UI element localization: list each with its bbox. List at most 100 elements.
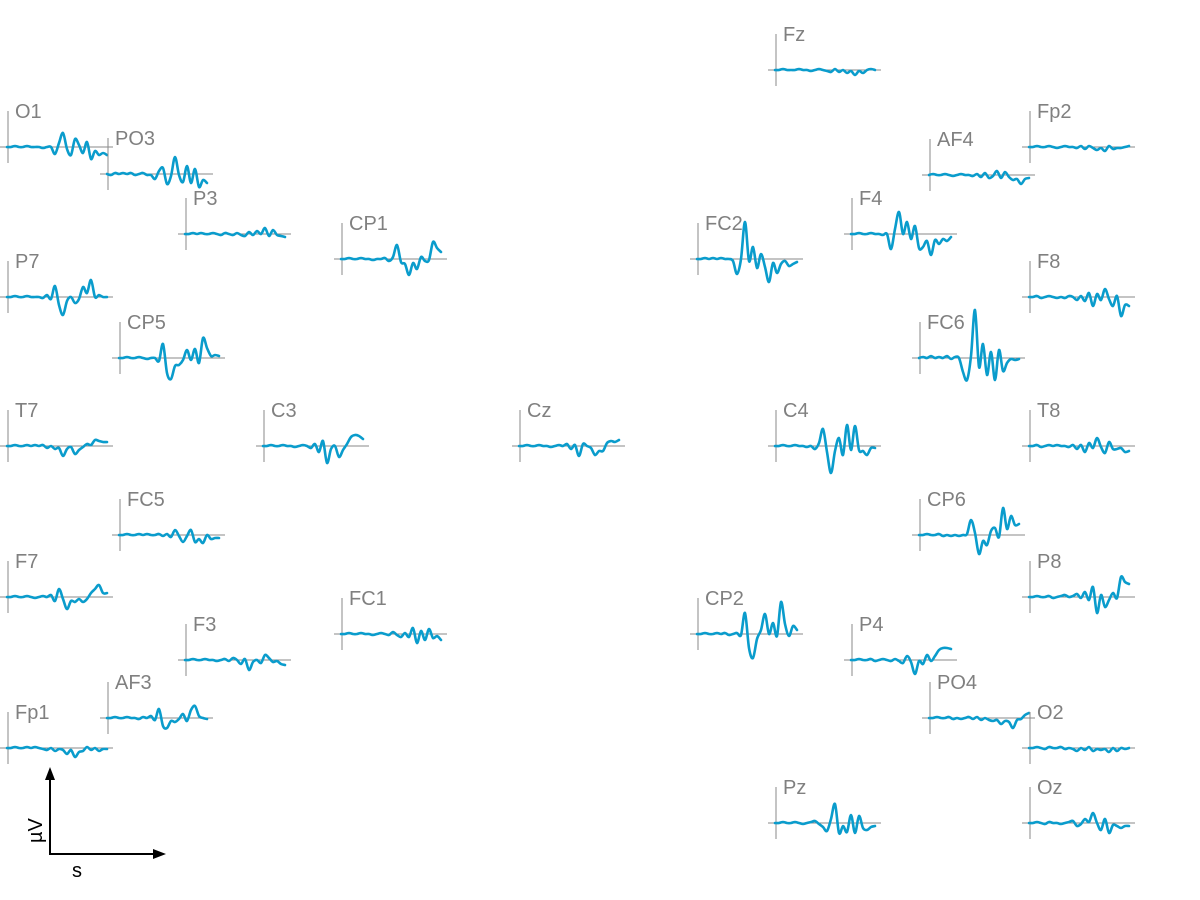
channel-af4: AF4 xyxy=(922,129,1035,191)
erp-waveform xyxy=(773,423,877,475)
channel-p8: P8 xyxy=(1022,551,1135,615)
erp-waveform xyxy=(183,653,287,672)
erp-waveform xyxy=(117,528,221,545)
erp-waveform xyxy=(773,802,877,836)
channel-label: P3 xyxy=(193,188,217,210)
channel-t7: T7 xyxy=(0,400,113,462)
erp-waveform xyxy=(1027,575,1131,615)
channel-label: FC1 xyxy=(349,588,387,610)
channel-label: Pz xyxy=(783,777,806,799)
erp-waveform xyxy=(517,438,621,458)
channel-label: CP5 xyxy=(127,312,166,334)
erp-waveform xyxy=(773,67,877,77)
erp-waveform xyxy=(1027,745,1131,754)
channel-label: T8 xyxy=(1037,400,1060,422)
channel-cp2: CP2 xyxy=(690,588,803,660)
channel-oz: Oz xyxy=(1022,777,1135,839)
channel-label: Fz xyxy=(783,24,805,46)
channel-po3: PO3 xyxy=(100,128,213,190)
channel-cz: Cz xyxy=(512,400,625,462)
channel-f8: F8 xyxy=(1022,251,1135,318)
erp-waveform xyxy=(117,336,221,381)
channel-label: F4 xyxy=(859,188,882,210)
channel-po4: PO4 xyxy=(922,672,1035,734)
channel-label: Cz xyxy=(527,400,551,422)
channel-fc1: FC1 xyxy=(334,588,447,650)
channel-fp2: Fp2 xyxy=(1022,101,1135,163)
channel-fp1: Fp1 xyxy=(0,702,113,764)
erp-waveform xyxy=(183,226,287,239)
erp-waveform xyxy=(339,626,443,645)
scale-y-arrow xyxy=(45,767,55,780)
erp-waveform xyxy=(5,745,109,759)
erp-waveform xyxy=(261,433,365,465)
scale-x-arrow xyxy=(153,849,166,859)
channel-label: CP2 xyxy=(705,588,744,610)
erp-waveform xyxy=(5,583,109,611)
channel-label: FC6 xyxy=(927,312,965,334)
channel-o2: O2 xyxy=(1022,702,1135,764)
channel-label: P8 xyxy=(1037,551,1061,573)
channel-fz: Fz xyxy=(768,24,881,86)
channel-label: Oz xyxy=(1037,777,1063,799)
erp-waveform xyxy=(1027,811,1131,835)
erp-waveform xyxy=(105,704,209,730)
erp-waveform xyxy=(5,131,109,161)
channel-cp5: CP5 xyxy=(112,312,225,381)
erp-waveform xyxy=(927,169,1031,186)
channel-label: AF4 xyxy=(937,129,974,151)
channel-label: FC5 xyxy=(127,489,165,511)
erp-waveform xyxy=(105,155,209,189)
erp-waveform xyxy=(5,438,109,458)
channel-label: O1 xyxy=(15,101,42,123)
scale-bar: s µV xyxy=(25,767,166,882)
channel-f3: F3 xyxy=(178,614,291,676)
channel-label: F3 xyxy=(193,614,216,636)
channel-c3: C3 xyxy=(256,400,369,465)
erp-waveform xyxy=(917,308,1021,382)
channel-o1: O1 xyxy=(0,101,113,163)
channel-fc6: FC6 xyxy=(912,308,1025,382)
channel-p7: P7 xyxy=(0,251,113,317)
channel-cp6: CP6 xyxy=(912,489,1025,556)
channel-label: P4 xyxy=(859,614,883,636)
channel-fc2: FC2 xyxy=(690,213,803,284)
channel-label: Fp1 xyxy=(15,702,49,724)
channel-label: O2 xyxy=(1037,702,1064,724)
channel-t8: T8 xyxy=(1022,400,1135,462)
erp-waveform xyxy=(849,646,953,676)
channel-label: P7 xyxy=(15,251,39,273)
erp-waveform xyxy=(339,240,443,277)
erp-waveform xyxy=(849,210,953,257)
channel-label: C4 xyxy=(783,400,809,422)
erp-waveform xyxy=(695,220,799,284)
channel-c4: C4 xyxy=(768,400,881,475)
channel-label: C3 xyxy=(271,400,297,422)
erp-waveform xyxy=(5,278,109,317)
scale-y-label: µV xyxy=(25,817,47,843)
channel-label: Fp2 xyxy=(1037,101,1071,123)
channel-fc5: FC5 xyxy=(112,489,225,551)
channel-label: F7 xyxy=(15,551,38,573)
erp-waveform xyxy=(1027,144,1131,153)
channel-label: AF3 xyxy=(115,672,152,694)
channel-cp1: CP1 xyxy=(334,213,447,277)
channel-f4: F4 xyxy=(844,188,957,257)
channel-p3: P3 xyxy=(178,188,291,250)
channel-label: F8 xyxy=(1037,251,1060,273)
channel-label: FC2 xyxy=(705,213,743,235)
erp-waveform xyxy=(1027,436,1131,455)
erp-waveform xyxy=(1027,287,1131,318)
channel-label: PO4 xyxy=(937,672,977,694)
erp-waveform xyxy=(695,600,799,660)
channel-af3: AF3 xyxy=(100,672,213,734)
scale-x-label: s xyxy=(72,860,82,882)
erp-waveform xyxy=(927,711,1031,730)
channel-label: CP6 xyxy=(927,489,966,511)
channel-pz: Pz xyxy=(768,777,881,839)
channel-p4: P4 xyxy=(844,614,957,676)
channel-label: T7 xyxy=(15,400,38,422)
erp-waveform xyxy=(917,506,1021,556)
channel-label: PO3 xyxy=(115,128,155,150)
